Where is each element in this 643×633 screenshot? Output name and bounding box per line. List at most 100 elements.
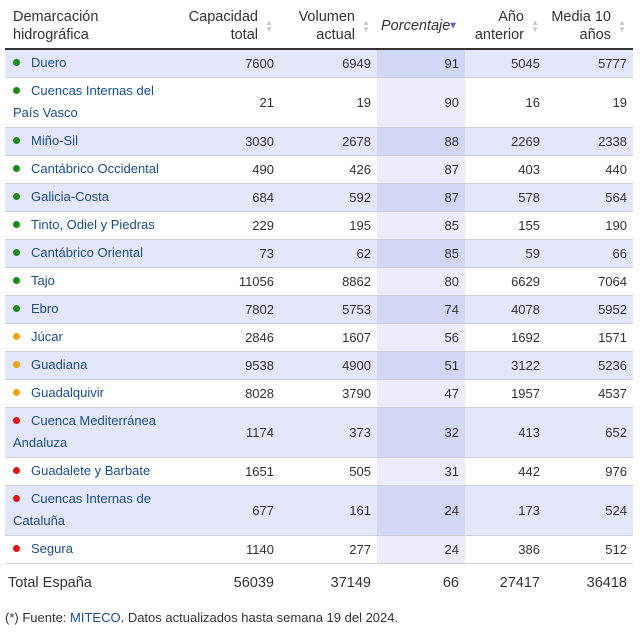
volumen-cell: 505 bbox=[280, 457, 377, 486]
table-row: Cantábrico Occidental 490 426 87 403 440 bbox=[5, 155, 633, 184]
table-row: Guadalquivir 8028 3790 47 1957 4537 bbox=[5, 379, 633, 408]
sort-icon: ▲ ▼ bbox=[618, 18, 626, 34]
header-capacidad[interactable]: Capacidad total ▲ ▼ bbox=[180, 4, 280, 50]
capacidad-cell: 9538 bbox=[180, 351, 280, 380]
demarcacion-cell: Cantábrico Oriental bbox=[5, 239, 180, 268]
header-porcentaje[interactable]: Porcentaje ▼ bbox=[377, 4, 465, 50]
capacidad-cell: 2846 bbox=[180, 323, 280, 352]
header-anio-anterior[interactable]: Año anterior ▲ ▼ bbox=[465, 4, 546, 50]
anio-anterior-cell: 1957 bbox=[465, 379, 546, 408]
table-row: Cuenca Mediterránea Andaluza 1174 373 32 413… bbox=[5, 407, 633, 458]
capacidad-cell: 3030 bbox=[180, 127, 280, 156]
status-dot-icon bbox=[13, 277, 20, 284]
demarcacion-name: Galicia-Costa bbox=[31, 189, 110, 204]
status-dot-icon bbox=[13, 305, 20, 312]
demarcacion-name: Cantábrico Occidental bbox=[31, 161, 159, 176]
volumen-cell: 277 bbox=[280, 535, 377, 564]
status-dot-icon bbox=[13, 333, 20, 340]
demarcacion-name: Guadalquivir bbox=[31, 385, 104, 400]
demarcacion-cell: Galicia-Costa bbox=[5, 183, 180, 212]
porcentaje-cell: 32 bbox=[377, 407, 465, 458]
capacidad-cell: 490 bbox=[180, 155, 280, 184]
table-row: Galicia-Costa 684 592 87 578 564 bbox=[5, 183, 633, 212]
porcentaje-cell: 24 bbox=[377, 535, 465, 564]
anio-anterior-cell: 3122 bbox=[465, 351, 546, 380]
volumen-cell: 195 bbox=[280, 211, 377, 240]
porcentaje-cell: 85 bbox=[377, 239, 465, 268]
demarcacion-name: Cuenca Mediterránea Andaluza bbox=[13, 413, 157, 450]
media-10-cell: 976 bbox=[546, 457, 633, 486]
media-10-cell: 564 bbox=[546, 183, 633, 212]
total-capacidad: 56039 bbox=[180, 562, 280, 602]
demarcacion-cell: Segura bbox=[5, 535, 180, 564]
volumen-cell: 161 bbox=[280, 485, 377, 536]
anio-anterior-cell: 1692 bbox=[465, 323, 546, 352]
porcentaje-cell: 74 bbox=[377, 295, 465, 324]
table-row: Guadiana 9538 4900 51 3122 5236 bbox=[5, 351, 633, 380]
media-10-cell: 652 bbox=[546, 407, 633, 458]
status-dot-icon bbox=[13, 545, 20, 552]
demarcacion-cell: Cuenca Mediterránea Andaluza bbox=[5, 407, 180, 458]
table-row: Segura 1140 277 24 386 512 bbox=[5, 535, 633, 564]
total-label: Total España bbox=[5, 562, 180, 602]
demarcacion-name: Segura bbox=[31, 541, 73, 556]
anio-anterior-cell: 442 bbox=[465, 457, 546, 486]
capacidad-cell: 677 bbox=[180, 485, 280, 536]
capacidad-cell: 229 bbox=[180, 211, 280, 240]
total-anio-anterior: 27417 bbox=[465, 562, 546, 602]
table-row: Cantábrico Oriental 73 62 85 59 66 bbox=[5, 239, 633, 268]
demarcacion-cell: Tinto, Odiel y Piedras bbox=[5, 211, 180, 240]
volumen-cell: 5753 bbox=[280, 295, 377, 324]
demarcacion-name: Tinto, Odiel y Piedras bbox=[31, 217, 155, 232]
volumen-cell: 8862 bbox=[280, 267, 377, 296]
anio-anterior-cell: 578 bbox=[465, 183, 546, 212]
porcentaje-cell: 90 bbox=[377, 77, 465, 128]
media-10-cell: 2338 bbox=[546, 127, 633, 156]
anio-anterior-cell: 2269 bbox=[465, 127, 546, 156]
demarcacion-cell: Cuencas Internas del País Vasco bbox=[5, 77, 180, 128]
status-dot-icon bbox=[13, 193, 20, 200]
table-row: Ebro 7802 5753 74 4078 5952 bbox=[5, 295, 633, 324]
porcentaje-cell: 85 bbox=[377, 211, 465, 240]
media-10-cell: 7064 bbox=[546, 267, 633, 296]
capacidad-cell: 1140 bbox=[180, 535, 280, 564]
media-10-cell: 440 bbox=[546, 155, 633, 184]
demarcacion-cell: Guadalquivir bbox=[5, 379, 180, 408]
total-row: Total España 56039 37149 66 27417 36418 bbox=[5, 562, 633, 602]
volumen-cell: 4900 bbox=[280, 351, 377, 380]
sort-icon: ▲ ▼ bbox=[362, 18, 370, 34]
header-demarcacion[interactable]: Demarcación hidrográfica bbox=[5, 4, 180, 50]
miteco-link[interactable]: MITECO bbox=[70, 610, 121, 625]
porcentaje-cell: 47 bbox=[377, 379, 465, 408]
status-dot-icon bbox=[13, 361, 20, 368]
anio-anterior-cell: 59 bbox=[465, 239, 546, 268]
anio-anterior-cell: 403 bbox=[465, 155, 546, 184]
demarcacion-cell: Duero bbox=[5, 49, 180, 78]
porcentaje-cell: 24 bbox=[377, 485, 465, 536]
demarcacion-name: Tajo bbox=[31, 273, 55, 288]
header-media-10[interactable]: Media 10 años ▲ ▼ bbox=[546, 4, 633, 50]
table-row: Júcar 2846 1607 56 1692 1571 bbox=[5, 323, 633, 352]
media-10-cell: 190 bbox=[546, 211, 633, 240]
volumen-cell: 592 bbox=[280, 183, 377, 212]
table-row: Cuencas Internas del País Vasco 21 19 90 16 1… bbox=[5, 77, 633, 128]
capacidad-cell: 1174 bbox=[180, 407, 280, 458]
table-row: Cuencas Internas de Cataluña 677 161 24 173 5… bbox=[5, 485, 633, 536]
demarcacion-name: Guadiana bbox=[31, 357, 88, 372]
volumen-cell: 19 bbox=[280, 77, 377, 128]
porcentaje-cell: 31 bbox=[377, 457, 465, 486]
media-10-cell: 66 bbox=[546, 239, 633, 268]
total-volumen: 37149 bbox=[280, 562, 377, 602]
demarcacion-cell: Tajo bbox=[5, 267, 180, 296]
porcentaje-cell: 87 bbox=[377, 155, 465, 184]
table-row: Miño-Sil 3030 2678 88 2269 2338 bbox=[5, 127, 633, 156]
header-volumen[interactable]: Volumen actual ▲ ▼ bbox=[280, 4, 377, 50]
porcentaje-cell: 91 bbox=[377, 49, 465, 78]
anio-anterior-cell: 386 bbox=[465, 535, 546, 564]
demarcacion-cell: Cuencas Internas de Cataluña bbox=[5, 485, 180, 536]
demarcacion-cell: Ebro bbox=[5, 295, 180, 324]
demarcacion-name: Duero bbox=[31, 55, 67, 71]
media-10-cell: 1571 bbox=[546, 323, 633, 352]
anio-anterior-cell: 5045 bbox=[465, 49, 546, 78]
media-10-cell: 512 bbox=[546, 535, 633, 564]
